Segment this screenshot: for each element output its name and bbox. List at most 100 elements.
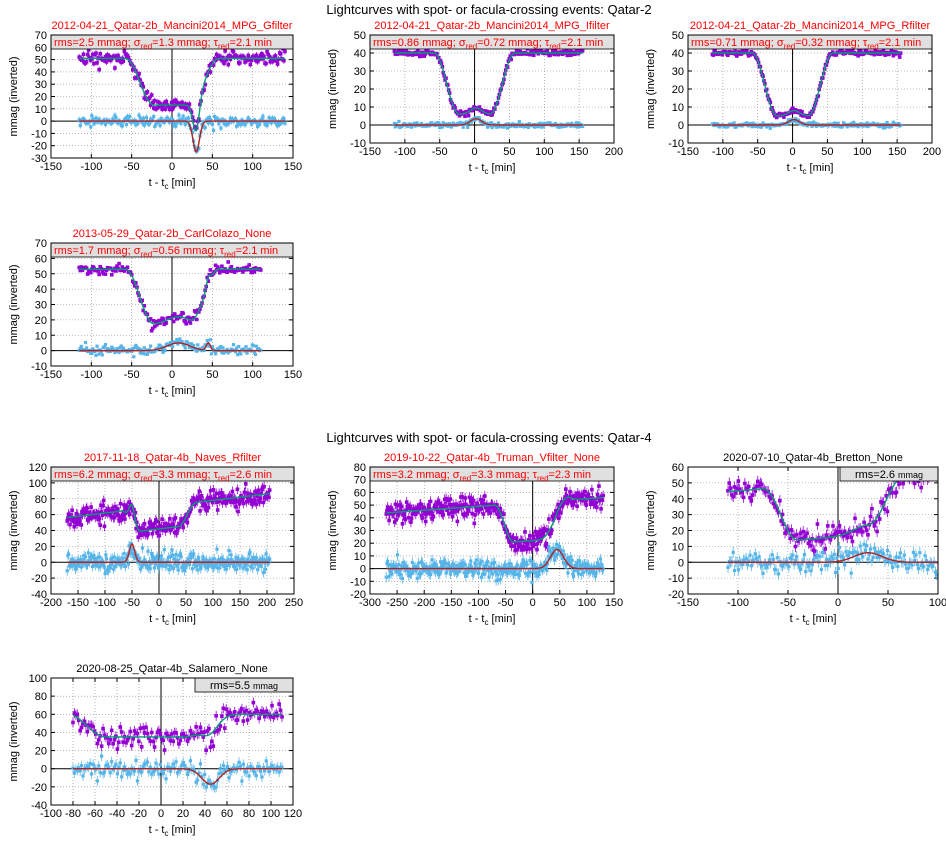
transit-point	[581, 492, 586, 497]
residual-point	[138, 116, 142, 120]
residual-point	[254, 121, 259, 125]
residual-point	[157, 566, 161, 570]
transit-point	[749, 499, 754, 503]
x-tick-label: 50	[180, 597, 192, 609]
transit-point	[387, 518, 391, 523]
x-tick-label: 200	[258, 597, 276, 609]
transit-point	[481, 512, 486, 516]
residual-point	[498, 577, 502, 581]
x-tick-label: 50	[821, 146, 833, 158]
transit-point	[543, 543, 548, 548]
transit-point	[544, 541, 548, 546]
transit-point	[494, 506, 498, 510]
residual-point	[584, 568, 588, 572]
stats-label: rms=1.7 mmag; σred=0.56 mmag; τred=2.1 m…	[54, 245, 278, 259]
transit-point	[168, 106, 173, 111]
residual-point	[448, 122, 452, 126]
residual-point	[159, 554, 164, 558]
residual-point	[793, 118, 797, 122]
residual-point	[732, 121, 736, 125]
y-tick-label: 10	[354, 551, 366, 563]
residual-point	[239, 123, 243, 127]
transit-point	[85, 52, 90, 57]
transit-point	[220, 264, 224, 269]
y-tick-label: -30	[31, 153, 47, 165]
residual-point	[117, 558, 121, 562]
panel-title: 2020-07-10_Qatar-4b_Bretton_None	[723, 452, 903, 464]
y-tick-label: 30	[672, 510, 684, 522]
transit-point	[466, 506, 470, 511]
residual-point	[519, 565, 524, 569]
residual-point	[159, 117, 163, 121]
transit-point	[72, 524, 77, 529]
residual-point	[253, 558, 257, 562]
transit-point	[528, 52, 532, 57]
transit-point	[152, 98, 157, 103]
transit-point	[138, 78, 142, 82]
transit-point	[215, 500, 219, 505]
transit-point	[261, 500, 266, 505]
transit-point	[234, 268, 239, 273]
residual-point	[264, 552, 268, 556]
transit-model-line	[67, 492, 270, 532]
residual-point	[167, 120, 172, 124]
transit-point	[529, 546, 534, 551]
residual-point	[850, 121, 854, 125]
residual-point	[105, 347, 110, 351]
residual-point	[221, 118, 225, 122]
residual-point	[79, 344, 83, 349]
transit-point	[80, 58, 85, 63]
chart-panel-1: 2012-04-21_Qatar-2b_Mancini2014_MPG_Gfil…	[8, 20, 302, 191]
transit-point	[278, 51, 283, 56]
transit-point	[531, 535, 536, 539]
transit-point	[465, 511, 470, 516]
y-tick-label: -10	[350, 576, 366, 588]
transit-point	[187, 319, 192, 323]
residual-point	[753, 122, 757, 126]
chart-panel-7: 2020-07-10_Qatar-4b_Bretton_None-150 -100…	[645, 452, 946, 627]
residual-point	[469, 565, 474, 569]
transit-point	[191, 498, 195, 503]
transit-point	[107, 54, 112, 59]
transit-point	[389, 506, 393, 510]
residual-point	[564, 562, 569, 567]
transit-point	[572, 499, 577, 503]
transit-point	[75, 522, 79, 527]
residual-point	[274, 120, 279, 124]
transit-point	[566, 498, 571, 503]
residual-point	[112, 555, 116, 559]
residual-point	[391, 566, 395, 570]
transit-point	[273, 54, 278, 58]
residual-point	[118, 121, 122, 125]
transit-point	[205, 275, 210, 280]
transit-point	[731, 494, 735, 499]
residual-point	[111, 346, 115, 350]
residual-point	[222, 121, 226, 126]
residual-point	[143, 352, 147, 356]
residual-point	[761, 121, 765, 125]
residual-point	[174, 124, 178, 128]
transit-point	[798, 109, 802, 113]
stats-label: rms=6.2 mmag; σred=3.3 mmag; τred=2.6 mi…	[54, 469, 272, 483]
transit-point	[571, 502, 576, 507]
x-axis-label: t - tc [min]	[469, 162, 516, 176]
residual-point	[489, 121, 493, 125]
transit-point	[243, 60, 247, 64]
transit-point	[152, 324, 157, 329]
transit-model-line	[386, 496, 604, 543]
residual-point	[100, 353, 104, 357]
residual-point	[552, 558, 557, 562]
transit-point	[245, 265, 249, 270]
transit-point	[146, 532, 150, 536]
transit-point	[226, 62, 231, 67]
residual-point	[259, 348, 263, 352]
transit-point	[456, 507, 461, 511]
spot-model-line	[394, 117, 583, 126]
residual-point	[805, 124, 810, 128]
transit-point	[108, 266, 113, 270]
residual-point	[410, 571, 414, 576]
transit-point	[711, 53, 716, 57]
transit-point	[159, 525, 164, 529]
transit-point	[266, 52, 270, 57]
residual-point	[589, 565, 593, 569]
